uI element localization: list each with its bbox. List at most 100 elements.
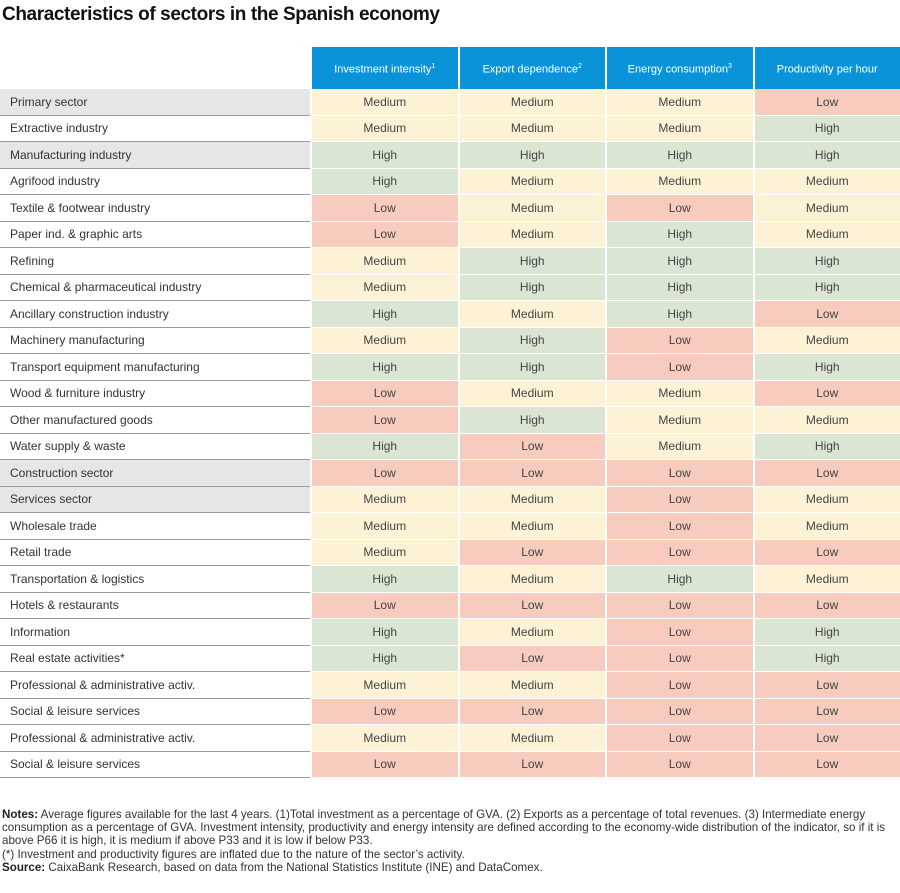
rating-cell: Medium [605, 380, 753, 407]
rating-cell: Low [310, 751, 458, 778]
rating-cell: Medium [457, 513, 605, 540]
table-row: Chemical & pharmaceutical industry Medium… [0, 274, 900, 301]
rating-cell: High [310, 619, 458, 646]
row-label: Ancillary construction industry [0, 301, 310, 328]
rating-cell: Low [457, 645, 605, 672]
rating-cell: Medium [605, 115, 753, 142]
rating-cell: Low [310, 592, 458, 619]
table-row: Textile & footwear industry Low Medium Low M… [0, 195, 900, 222]
rating-cell: High [752, 274, 900, 301]
rating-cell: High [605, 274, 753, 301]
column-header: Export dependence2 [457, 47, 605, 89]
rating-cell: Medium [752, 486, 900, 513]
table-row: Other manufactured goods Low High Medium Med… [0, 407, 900, 434]
table-row: Transportation & logistics High Medium High… [0, 566, 900, 593]
rating-cell: Low [605, 672, 753, 699]
rating-cell: Medium [457, 725, 605, 752]
row-label: Hotels & restaurants [0, 592, 310, 619]
row-label: Transportation & logistics [0, 566, 310, 593]
rating-cell: High [310, 354, 458, 381]
rating-cell: Low [605, 195, 753, 222]
rating-cell: Medium [310, 672, 458, 699]
rating-cell: Low [310, 407, 458, 434]
rating-cell: Medium [752, 195, 900, 222]
rating-cell: Low [752, 460, 900, 487]
row-label: Machinery manufacturing [0, 327, 310, 354]
rating-cell: High [752, 248, 900, 275]
rating-cell: Low [752, 698, 900, 725]
rating-cell: High [752, 115, 900, 142]
rating-cell: Low [752, 592, 900, 619]
rating-cell: Low [605, 354, 753, 381]
rating-cell: High [310, 566, 458, 593]
row-label: Social & leisure services [0, 698, 310, 725]
table-row: Primary sector Medium Medium Medium Low [0, 89, 900, 116]
rating-cell: Medium [457, 566, 605, 593]
column-header: Energy consumption3 [605, 47, 753, 89]
row-label: Wood & furniture industry [0, 380, 310, 407]
header-corner [0, 47, 310, 89]
rating-cell: High [605, 566, 753, 593]
row-label: Retail trade [0, 539, 310, 566]
rating-cell: Medium [752, 407, 900, 434]
rating-cell: Low [310, 221, 458, 248]
rating-cell: High [605, 301, 753, 328]
rating-cell: Low [457, 433, 605, 460]
rating-cell: Low [457, 460, 605, 487]
rating-cell: Medium [752, 566, 900, 593]
row-label: Social & leisure services [0, 751, 310, 778]
table-body: Primary sector Medium Medium Medium Low Extra… [0, 89, 900, 778]
table-row: Hotels & restaurants Low Low Low Low [0, 592, 900, 619]
rating-cell: High [752, 619, 900, 646]
table-row: Social & leisure services Low Low Low Low [0, 698, 900, 725]
row-label: Extractive industry [0, 115, 310, 142]
rating-cell: Low [752, 725, 900, 752]
rating-cell: High [310, 301, 458, 328]
table-row: Real estate activities* High Low Low High [0, 645, 900, 672]
rating-cell: Medium [310, 89, 458, 116]
row-label: Other manufactured goods [0, 407, 310, 434]
rating-cell: Low [752, 751, 900, 778]
rating-cell: Low [752, 380, 900, 407]
rating-cell: Medium [310, 486, 458, 513]
rating-cell: Medium [605, 433, 753, 460]
column-header: Productivity per hour [752, 47, 900, 89]
asterisk-note: (*) Investment and productivity figures … [2, 847, 465, 861]
rating-cell: Medium [310, 248, 458, 275]
row-label: Manufacturing industry [0, 142, 310, 169]
rating-cell: Low [605, 327, 753, 354]
rating-cell: High [457, 354, 605, 381]
rating-cell: Medium [310, 115, 458, 142]
rating-cell: Medium [605, 168, 753, 195]
header-row: Investment intensity1 Export dependence2… [0, 47, 900, 89]
table-row: Retail trade Medium Low Low Low [0, 539, 900, 566]
rating-cell: Medium [310, 539, 458, 566]
row-label: Paper ind. & graphic arts [0, 221, 310, 248]
source-line: Source: CaixaBank Research, based on dat… [2, 860, 543, 874]
rating-cell: Low [605, 513, 753, 540]
rating-cell: Medium [457, 301, 605, 328]
rating-cell: Low [605, 460, 753, 487]
rating-cell: Medium [457, 195, 605, 222]
rating-cell: High [457, 274, 605, 301]
rating-cell: Medium [752, 327, 900, 354]
rating-cell: High [310, 142, 458, 169]
rating-cell: Low [605, 486, 753, 513]
sector-characteristics-table: Investment intensity1 Export dependence2… [0, 47, 900, 778]
rating-cell: Low [752, 539, 900, 566]
table-row: Transport equipment manufacturing High Hig… [0, 354, 900, 381]
row-label: Real estate activities* [0, 645, 310, 672]
row-label: Wholesale trade [0, 513, 310, 540]
rating-cell: Low [605, 592, 753, 619]
table-row: Machinery manufacturing Medium High Low Medi… [0, 327, 900, 354]
rating-cell: Low [605, 725, 753, 752]
rating-cell: Medium [310, 327, 458, 354]
rating-cell: High [310, 645, 458, 672]
rating-cell: Low [310, 195, 458, 222]
rating-cell: Low [310, 380, 458, 407]
row-label: Water supply & waste [0, 433, 310, 460]
rating-cell: Medium [457, 380, 605, 407]
table-row: Social & leisure services Low Low Low Low [0, 751, 900, 778]
rating-cell: Medium [605, 407, 753, 434]
rating-cell: Medium [310, 274, 458, 301]
